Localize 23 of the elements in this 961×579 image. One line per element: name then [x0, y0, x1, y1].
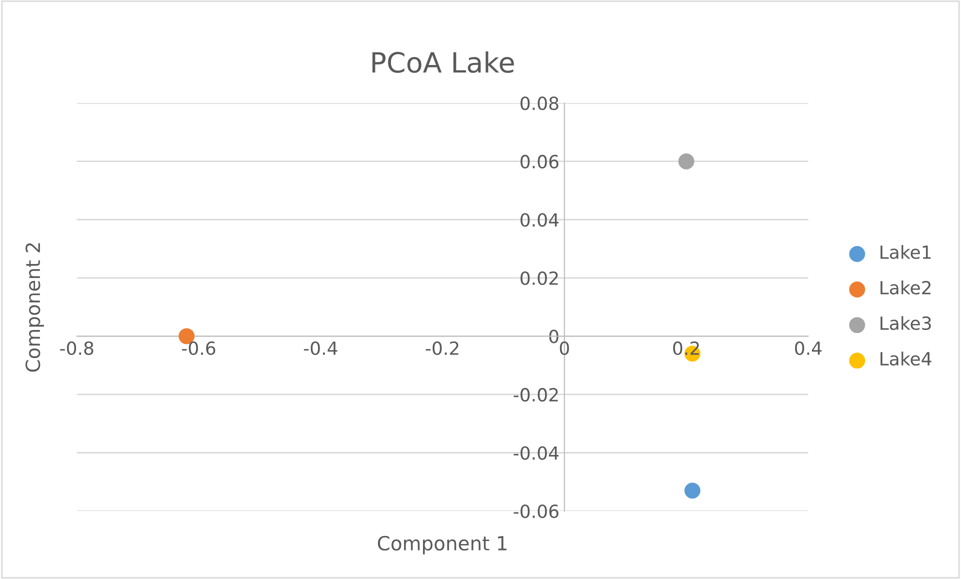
- x-tick-label: 0: [560, 341, 569, 356]
- y-tick-label: -0.06: [514, 504, 558, 518]
- point: [678, 153, 694, 170]
- point: [684, 482, 700, 499]
- chart-title: PCoA Lake: [372, 51, 514, 73]
- x-tick-label: 0.4: [795, 341, 822, 356]
- legend-label: Lake1: [880, 245, 931, 259]
- y-tick-label: -0.02: [514, 388, 558, 402]
- x-tick-label: -0.6: [182, 341, 216, 356]
- y-tick-label: 0: [549, 330, 558, 344]
- y-tick-label: 0.06: [520, 154, 558, 168]
- x-tick-label: -0.4: [304, 341, 338, 356]
- y-axis-title: Component 2: [25, 243, 44, 372]
- y-tick-label: -0.04: [514, 446, 559, 460]
- legend-label: Lake3: [880, 316, 931, 330]
- x-tick-label: -0.8: [60, 341, 94, 356]
- y-tick-label: 0.02: [520, 271, 558, 286]
- x-axis-title: Component 1: [378, 536, 506, 554]
- legend-label: Lake2: [880, 280, 931, 295]
- x-tick-label: -0.2: [426, 341, 458, 356]
- y-tick-label: 0.08: [520, 96, 558, 110]
- legend-label: Lake4: [880, 352, 932, 366]
- y-tick-label: 0.04: [520, 213, 559, 227]
